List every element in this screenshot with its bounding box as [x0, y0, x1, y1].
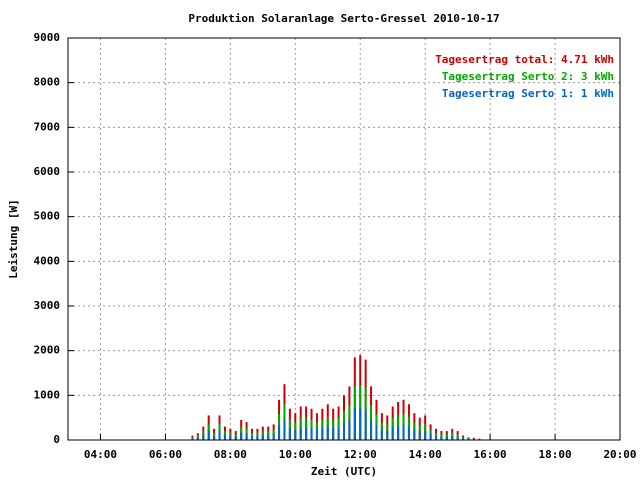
- y-tick-label: 6000: [34, 165, 61, 178]
- bar: [364, 409, 367, 440]
- x-tick-label: 10:00: [279, 448, 312, 461]
- bar: [191, 438, 194, 440]
- bar: [424, 430, 427, 440]
- bar: [283, 418, 286, 440]
- bar: [218, 430, 221, 440]
- bar: [418, 431, 421, 440]
- bar: [391, 427, 394, 440]
- bar: [207, 430, 210, 440]
- bar: [467, 438, 470, 440]
- x-tick-label: 18:00: [538, 448, 571, 461]
- x-tick-label: 08:00: [214, 448, 247, 461]
- bar: [380, 429, 383, 440]
- bar: [375, 424, 378, 440]
- bar: [359, 407, 362, 440]
- bar: [299, 427, 302, 440]
- bar: [445, 436, 448, 440]
- bar: [402, 424, 405, 440]
- x-tick-label: 04:00: [84, 448, 117, 461]
- legend-entry: Tagesertrag total: 4.71 kWh: [435, 53, 614, 66]
- x-tick-label: 16:00: [474, 448, 507, 461]
- bar: [251, 435, 253, 440]
- bar: [245, 433, 248, 440]
- bar: [202, 434, 205, 440]
- bar: [413, 429, 416, 440]
- y-tick-label: 1000: [34, 388, 61, 401]
- bar: [462, 438, 465, 440]
- legend-entry: Tagesertrag Serto 1: 1 kWh: [442, 87, 614, 100]
- bar: [272, 433, 275, 440]
- bar: [267, 434, 270, 440]
- bar: [213, 435, 216, 440]
- bar: [435, 435, 437, 440]
- y-tick-label: 8000: [34, 76, 61, 89]
- bar: [397, 425, 400, 440]
- x-tick-label: 20:00: [603, 448, 636, 461]
- bar: [440, 436, 443, 440]
- bar: [256, 435, 259, 440]
- bar: [429, 433, 432, 440]
- x-axis-label: Zeit (UTC): [311, 465, 377, 478]
- bar: [326, 426, 329, 440]
- bar: [229, 435, 232, 440]
- bar: [321, 428, 324, 440]
- y-axis-label: Leistung [W]: [7, 199, 20, 278]
- bar: [234, 436, 237, 440]
- bar: [240, 432, 243, 440]
- y-tick-label: 4000: [34, 254, 61, 267]
- y-tick-label: 5000: [34, 210, 61, 223]
- bar: [196, 437, 199, 440]
- bar: [223, 434, 226, 440]
- bar: [451, 435, 454, 440]
- bar: [456, 436, 459, 440]
- y-tick-label: 7000: [34, 120, 61, 133]
- bar: [315, 429, 318, 440]
- x-tick-label: 14:00: [409, 448, 442, 461]
- bar: [288, 428, 291, 440]
- bar: [353, 408, 356, 440]
- x-tick-label: 12:00: [344, 448, 377, 461]
- bar: [407, 426, 410, 440]
- bar: [294, 429, 297, 440]
- bar: [337, 427, 340, 440]
- bar: [310, 428, 313, 440]
- bar: [261, 434, 264, 440]
- x-tick-label: 06:00: [149, 448, 182, 461]
- bar: [332, 428, 335, 440]
- bar: [348, 419, 351, 440]
- y-tick-label: 0: [53, 433, 60, 446]
- y-tick-label: 9000: [34, 31, 61, 44]
- bar: [370, 419, 373, 440]
- chart-title: Produktion Solaranlage Serto-Gressel 201…: [188, 12, 499, 25]
- bar: [343, 423, 345, 440]
- bar: [278, 424, 281, 440]
- plot-frame: [67, 37, 621, 441]
- bar: [305, 427, 308, 440]
- y-tick-label: 3000: [34, 299, 61, 312]
- bar: [386, 430, 389, 440]
- legend-entry: Tagesertrag Serto 2: 3 kWh: [442, 70, 614, 83]
- y-tick-label: 2000: [34, 344, 61, 357]
